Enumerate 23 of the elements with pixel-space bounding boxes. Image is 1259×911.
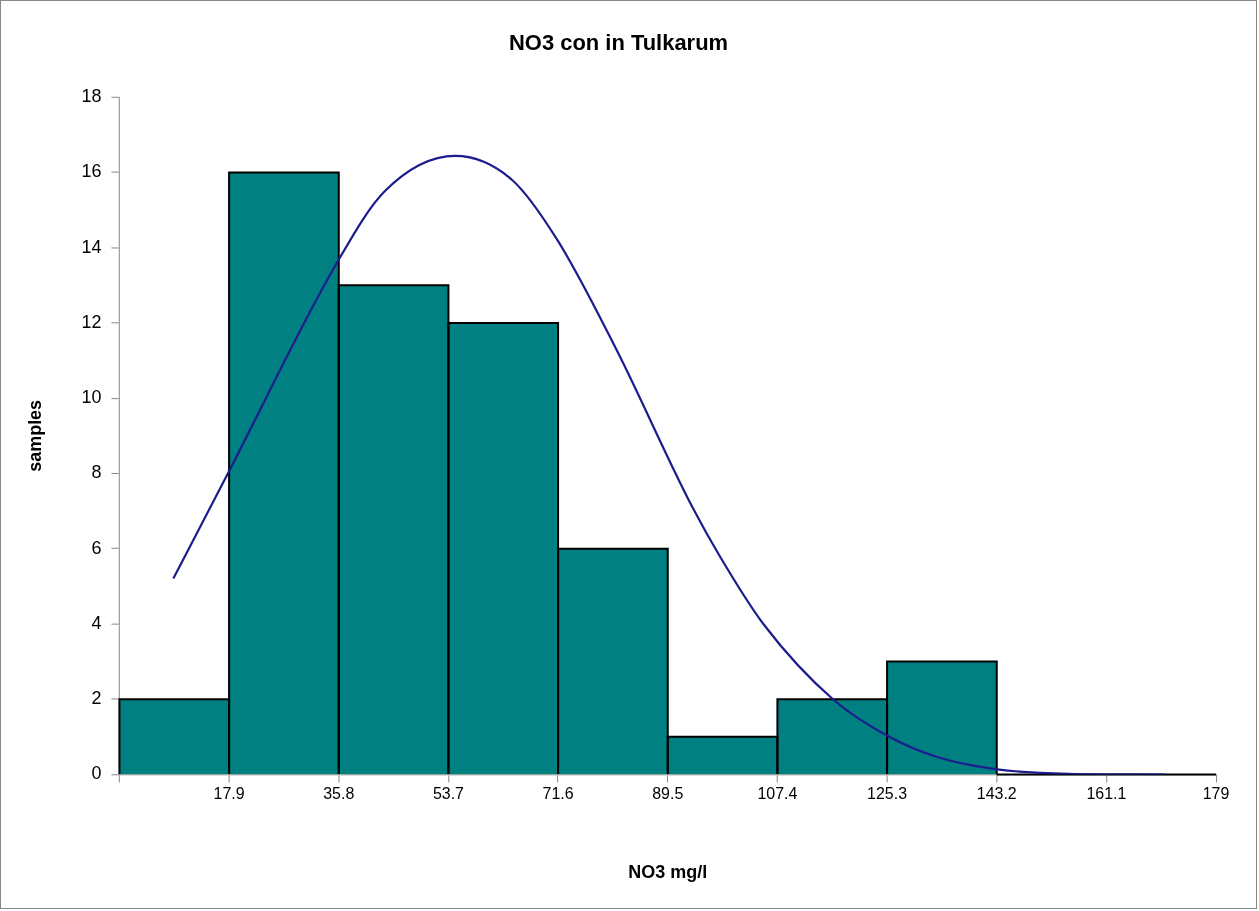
x-tick-label: 35.8	[323, 785, 355, 803]
x-tick-label: 125.3	[867, 785, 908, 803]
y-tick-label: 10	[81, 387, 102, 408]
y-tick-label: 14	[81, 236, 102, 257]
y-tick-label: 18	[81, 86, 102, 107]
x-tick-label: 143.2	[976, 785, 1017, 803]
y-tick-label: 4	[91, 612, 102, 633]
x-axis-title: NO3 mg/l	[628, 862, 708, 883]
y-tick-label: 0	[91, 763, 102, 784]
y-tick-label: 2	[91, 688, 102, 709]
y-axis-title: samples	[24, 399, 45, 472]
x-tick-label: 53.7	[432, 785, 465, 803]
x-tick-label: 71.6	[542, 785, 574, 803]
chart-title: NO3 con in Tulkarum	[508, 30, 729, 56]
y-tick-label: 8	[91, 462, 102, 483]
y-tick-label: 12	[81, 311, 102, 332]
y-tick-label: 16	[81, 161, 102, 182]
x-tick-label: 17.9	[213, 785, 245, 803]
x-tick-label: 161.1	[1086, 785, 1127, 803]
x-tick-label: 89.5	[652, 785, 684, 803]
x-tick-label: 107.4	[757, 785, 798, 803]
x-tick-label: 179	[1202, 785, 1230, 803]
y-tick-label: 6	[91, 537, 102, 558]
